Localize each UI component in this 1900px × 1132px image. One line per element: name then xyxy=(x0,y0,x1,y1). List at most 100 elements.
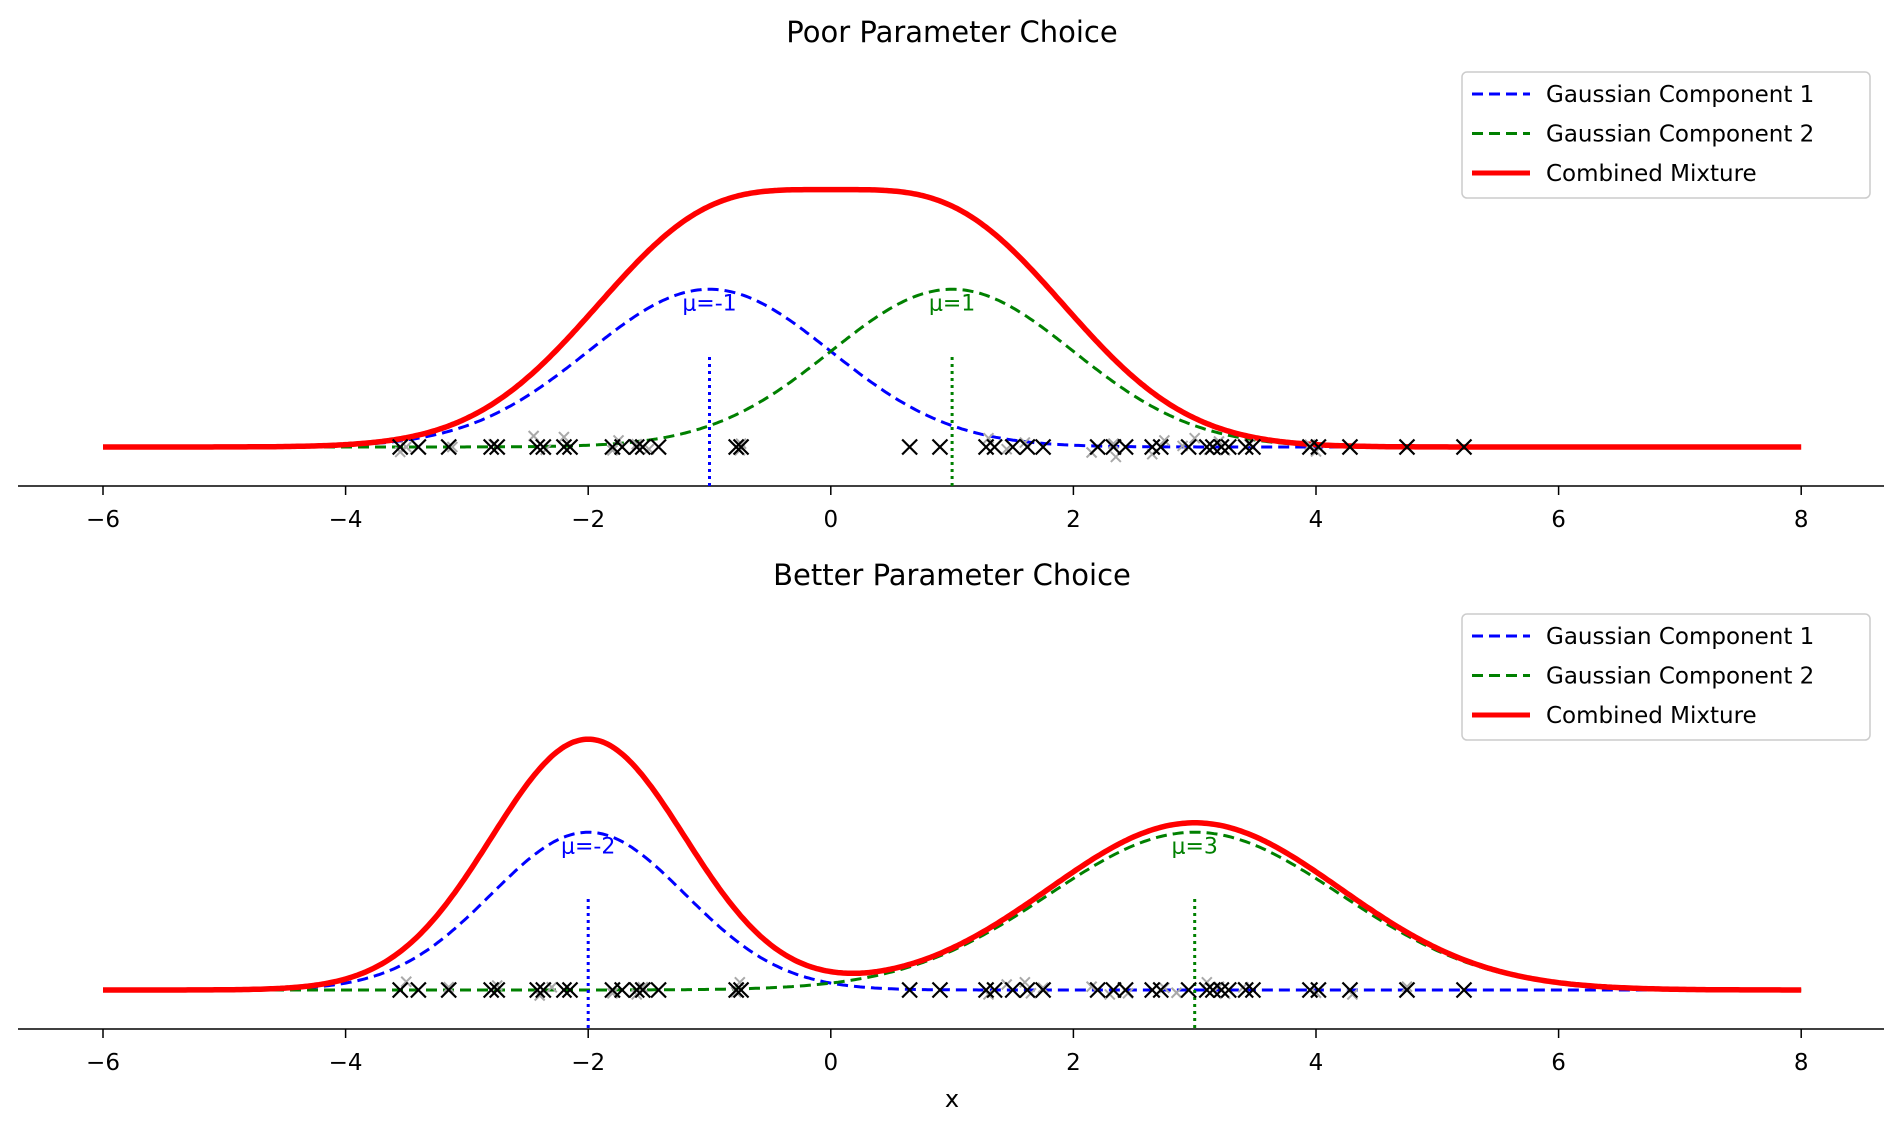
data-point xyxy=(391,981,409,999)
data-point xyxy=(1244,438,1262,456)
x-tick-label: 4 xyxy=(1309,1050,1324,1076)
data-point xyxy=(986,438,1003,456)
data-point xyxy=(1180,981,1197,999)
data-point xyxy=(555,981,573,999)
data-point xyxy=(732,438,750,456)
jittered-data-point xyxy=(558,431,570,443)
data-point xyxy=(391,438,409,456)
jittered-data-point xyxy=(1107,437,1120,450)
series-combined-mixture-line xyxy=(103,736,1802,993)
data-point xyxy=(1244,981,1262,999)
data-point xyxy=(1004,438,1022,456)
legend-label: Gaussian Component 1 xyxy=(1546,624,1814,650)
data-point xyxy=(1310,981,1327,999)
legend-label: Combined Mixture xyxy=(1546,161,1757,187)
data-point xyxy=(410,981,427,999)
data-point xyxy=(1152,981,1170,999)
jittered-data-point xyxy=(1085,980,1098,993)
data-point xyxy=(1237,438,1254,456)
legend: Gaussian Component 1 Gaussian Component 2… xyxy=(1461,613,1871,741)
data-point xyxy=(1213,981,1230,999)
series-component-1-line xyxy=(103,830,1802,992)
x-tick-label: −4 xyxy=(329,507,363,533)
data-point xyxy=(535,438,552,456)
data-point xyxy=(1341,981,1359,999)
data-point xyxy=(482,981,500,999)
data-point xyxy=(535,981,552,999)
data-point xyxy=(727,981,745,999)
data-point xyxy=(1455,981,1473,999)
data-point xyxy=(1117,438,1134,456)
panel-title: Poor Parameter Choice xyxy=(786,15,1117,49)
data-point xyxy=(901,981,918,999)
data-point xyxy=(650,438,667,456)
mean-label-component-2: μ=3 xyxy=(1171,834,1217,859)
jittered-data-point xyxy=(1170,987,1183,999)
legend-label: Gaussian Component 2 xyxy=(1546,664,1814,690)
data-point xyxy=(440,438,457,456)
data-point xyxy=(1105,438,1122,456)
jittered-data-point xyxy=(637,981,649,993)
data-point xyxy=(1034,981,1052,999)
data-point xyxy=(1455,438,1473,456)
x-axis-label: x xyxy=(945,1085,959,1113)
legend-label: Combined Mixture xyxy=(1546,703,1757,729)
data-point xyxy=(1019,438,1036,456)
x-tick-label: 0 xyxy=(823,1050,838,1076)
data-point xyxy=(561,438,579,456)
data-point xyxy=(732,981,750,999)
data-point xyxy=(561,981,579,999)
data-point xyxy=(628,981,645,999)
x-tick-label: 8 xyxy=(1794,507,1809,533)
data-point xyxy=(650,981,667,999)
data-point xyxy=(931,981,949,999)
jittered-data-point xyxy=(491,979,503,992)
data-point xyxy=(1089,981,1106,999)
data-point xyxy=(1089,438,1106,456)
legend-label: Gaussian Component 2 xyxy=(1546,122,1814,148)
x-tick-label: 0 xyxy=(823,507,838,533)
data-point xyxy=(613,981,631,999)
mean-label-component-1: μ=-1 xyxy=(682,291,736,316)
data-point xyxy=(1034,438,1052,456)
data-point xyxy=(1398,438,1416,456)
panel-better-parameter-choice: Better Parameter Choice x −6 −4 −2 0 2 4 6 8 μ=-… xyxy=(18,558,1884,1113)
data-point xyxy=(931,438,949,456)
legend-frame xyxy=(1461,613,1871,741)
jittered-data-point xyxy=(446,441,459,453)
series-component-2-line xyxy=(103,830,1802,992)
data-point xyxy=(727,438,745,456)
data-point xyxy=(1398,981,1416,999)
data-point xyxy=(410,438,427,456)
data-point xyxy=(482,438,500,456)
data-point xyxy=(634,981,652,999)
data-point xyxy=(1180,438,1197,456)
data-point xyxy=(628,438,645,456)
data-point xyxy=(488,981,506,999)
data-point xyxy=(901,438,918,456)
x-tick-label: 8 xyxy=(1794,1050,1809,1076)
legend-frame xyxy=(1461,71,1871,199)
mean-label-component-1: μ=-2 xyxy=(561,834,615,859)
jittered-data-point xyxy=(1188,432,1201,444)
jittered-data-point xyxy=(1037,982,1049,994)
panel-poor-parameter-choice: Poor Parameter Choice −6 −4 −2 0 2 4 6 8 μ=-1 μ=1… xyxy=(18,15,1884,533)
x-tick-label: 4 xyxy=(1309,507,1324,533)
jittered-data-point xyxy=(442,981,455,993)
series-combined-mixture-line xyxy=(103,186,1802,450)
data-point xyxy=(1213,438,1230,456)
jittered-data-point xyxy=(1401,980,1413,993)
data-point xyxy=(1198,438,1216,456)
data-point xyxy=(528,981,546,999)
x-tick-label: 2 xyxy=(1066,507,1081,533)
data-point xyxy=(1152,438,1170,456)
data-point xyxy=(634,438,652,456)
jittered-data-point xyxy=(1000,443,1013,455)
data-point xyxy=(1198,981,1216,999)
data-point xyxy=(528,438,546,456)
data-point xyxy=(1105,981,1122,999)
data-point xyxy=(1237,981,1254,999)
panel-title: Better Parameter Choice xyxy=(773,558,1131,592)
